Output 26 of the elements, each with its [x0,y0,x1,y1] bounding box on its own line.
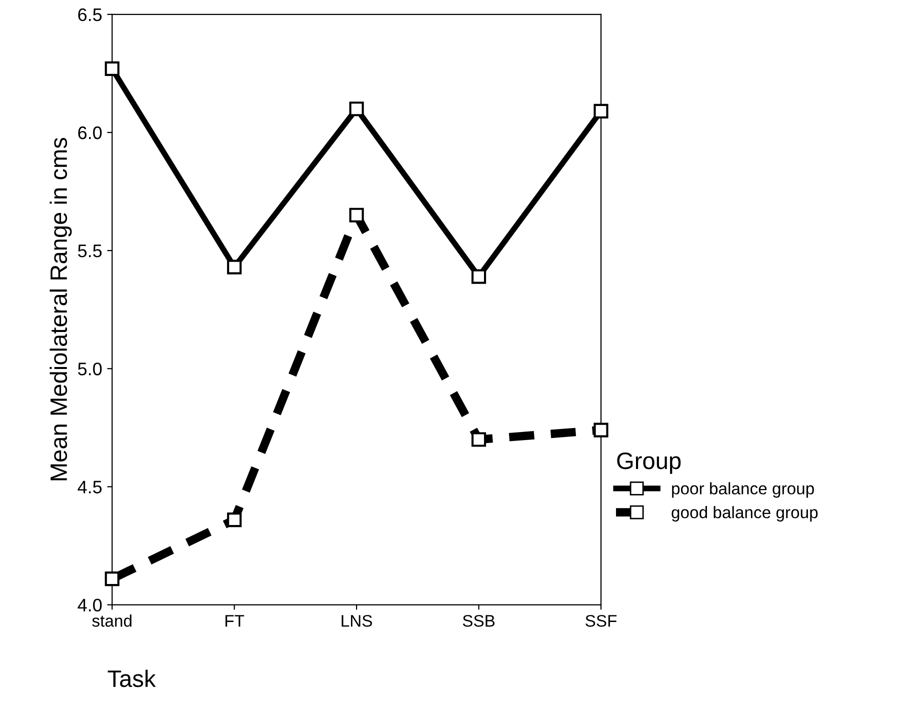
x-tick-label: FT [226,615,244,627]
point [594,104,608,119]
y-tick-label: 5.5 [78,244,102,258]
legend-label: good balance group [672,506,818,522]
point [227,512,242,528]
x-tick-label: LNS [342,614,372,627]
y-tick-label: 5.0 [78,362,102,376]
x-tick-label: stand [92,614,132,627]
point [471,269,486,284]
y-tick-label: 4.5 [78,480,102,494]
point [471,432,486,447]
point [349,208,364,222]
y-axis-title: Mean Mediolateral Range in cms [50,138,72,480]
y-tick-label: 6.0 [78,126,102,140]
point [104,572,120,586]
y-tick-label: 6.5 [78,8,102,22]
x-axis-title: Task [108,670,156,688]
point [349,102,364,116]
point [227,260,242,274]
x-tick-label: SSF [586,614,617,627]
point [104,61,120,76]
x-tick-label: SSB [462,614,495,627]
point [594,422,608,438]
legend-label: poor balance group [672,482,814,498]
legend-title: Group [617,452,681,474]
y-tick-label: 4.0 [78,598,102,612]
